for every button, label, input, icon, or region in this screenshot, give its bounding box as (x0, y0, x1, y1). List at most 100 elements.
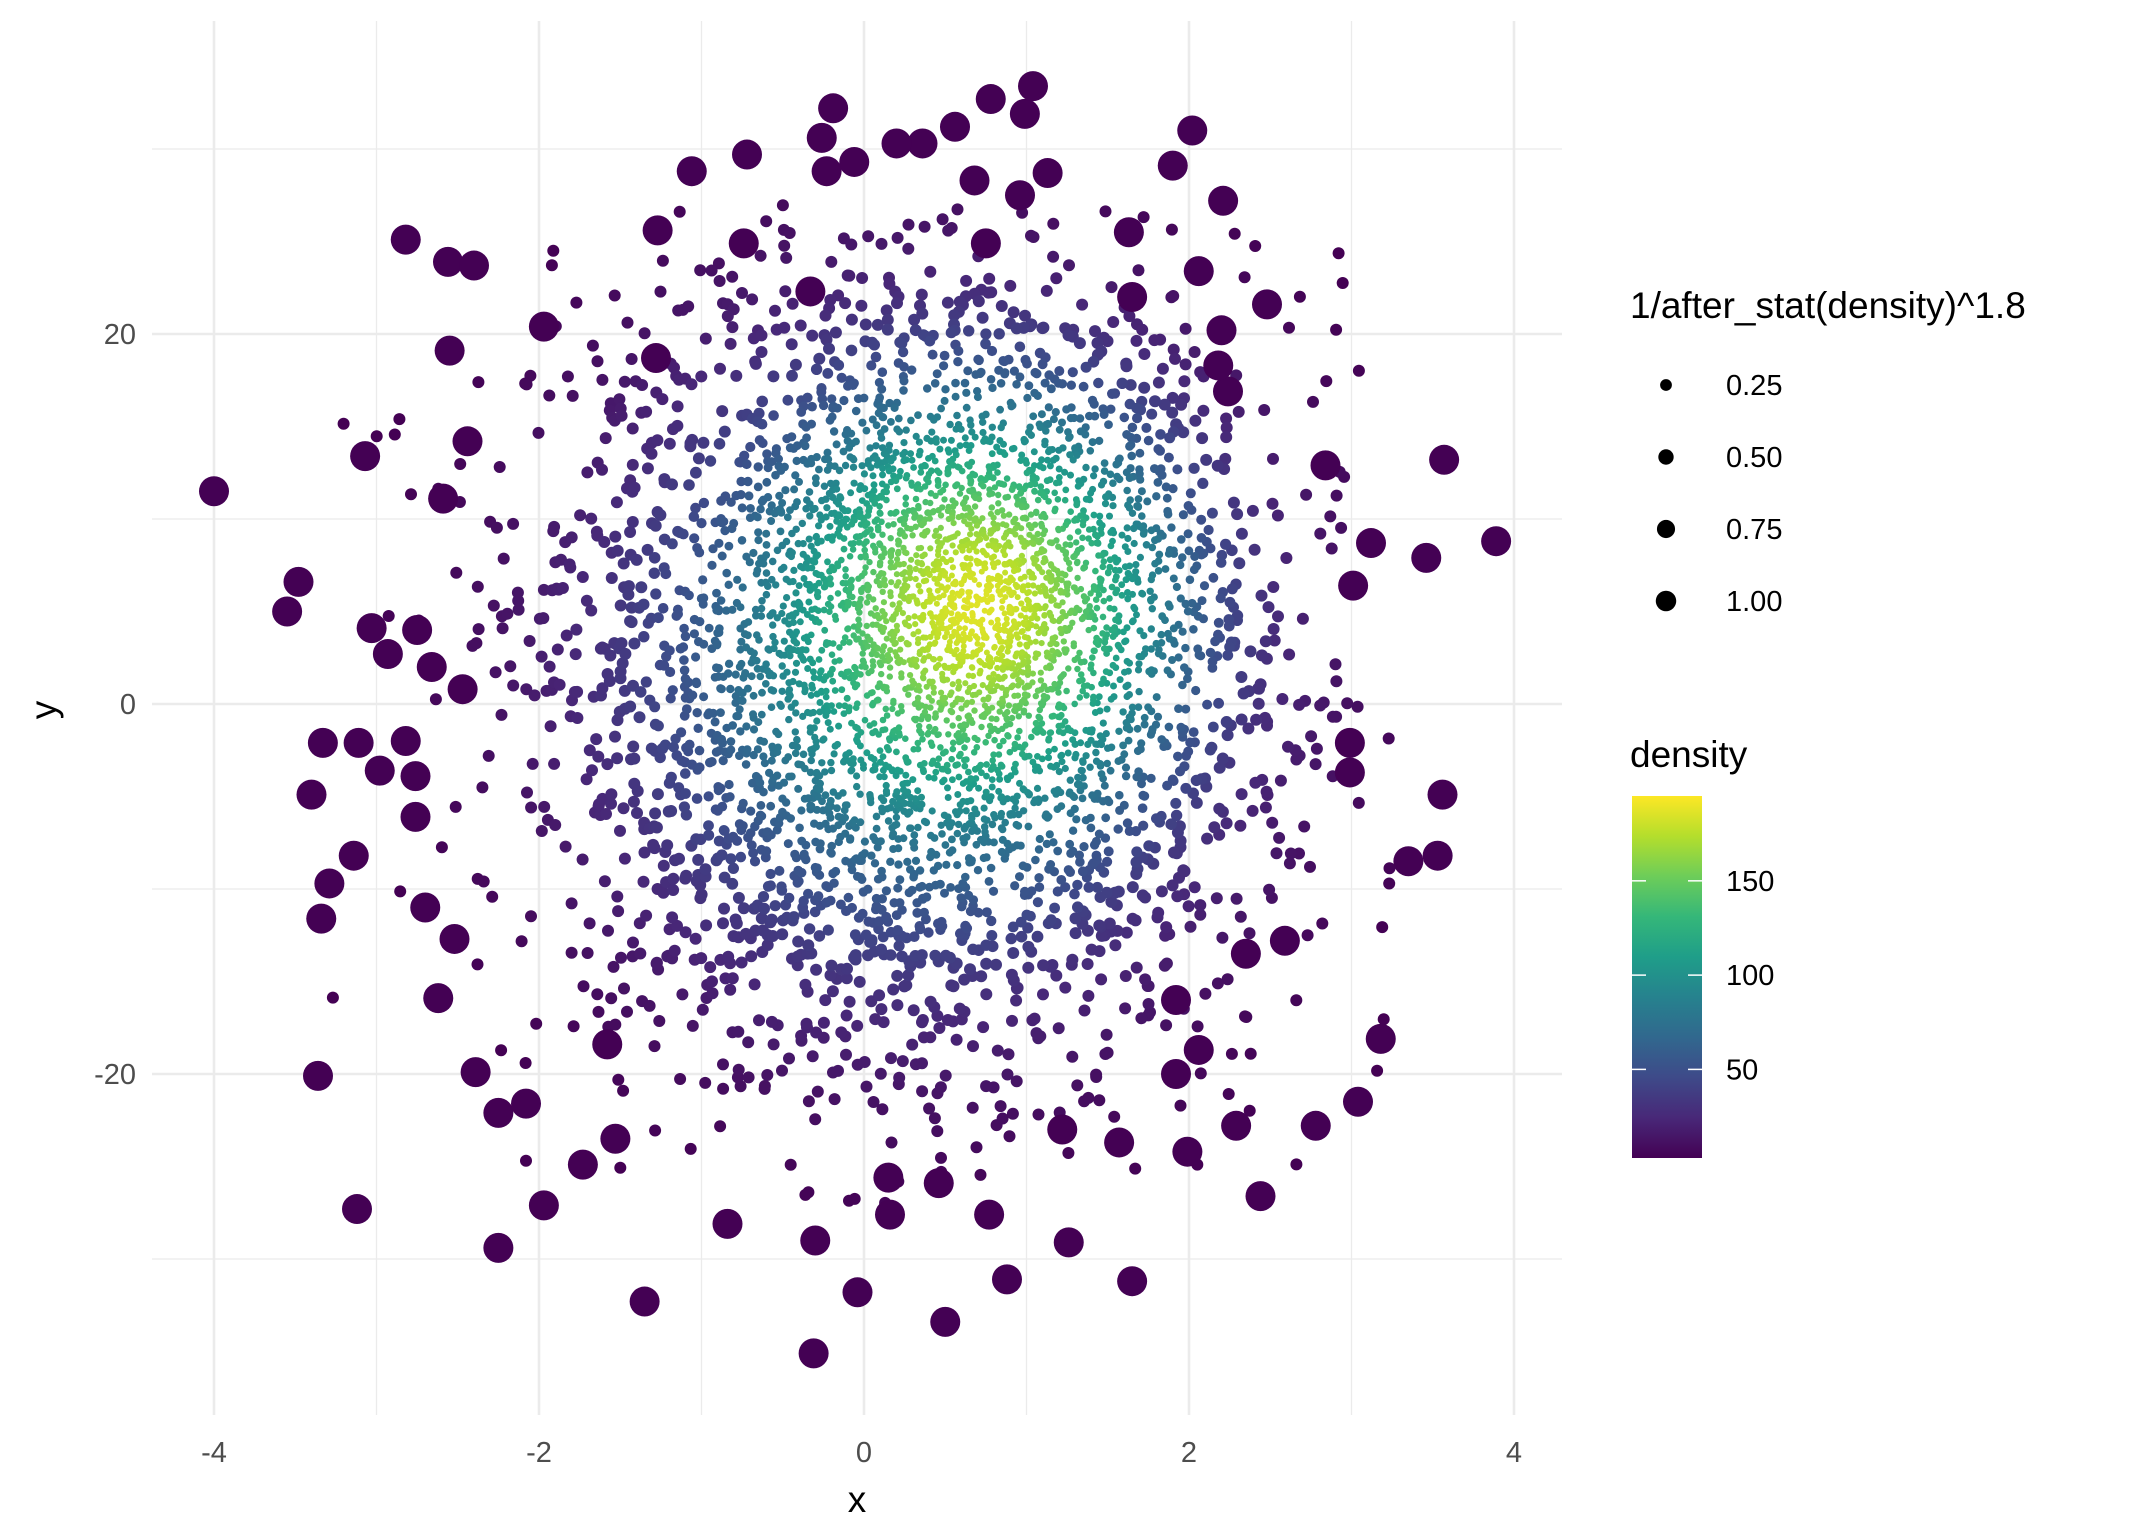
data-point (665, 771, 677, 783)
data-point (902, 771, 910, 779)
data-point (918, 521, 925, 529)
data-point (452, 426, 483, 457)
data-point (447, 674, 478, 705)
data-point (683, 677, 694, 688)
data-point (1231, 614, 1244, 626)
data-point (393, 413, 406, 426)
data-point (1018, 552, 1025, 560)
data-point (981, 702, 989, 709)
data-point (1108, 1110, 1121, 1123)
data-point (1092, 567, 1099, 575)
data-point (983, 552, 990, 559)
data-point (986, 438, 994, 446)
data-point (798, 1338, 829, 1369)
data-point (1018, 654, 1025, 661)
data-point (724, 580, 733, 589)
data-point (887, 418, 895, 426)
data-point (914, 411, 922, 419)
data-point (520, 1154, 532, 1167)
data-point (912, 495, 920, 503)
data-point (576, 571, 589, 583)
data-point (900, 439, 908, 447)
data-point (960, 565, 967, 572)
data-point (717, 684, 726, 694)
data-point (927, 847, 936, 856)
data-point (924, 995, 937, 1008)
data-point (963, 325, 975, 337)
data-point (1119, 741, 1127, 750)
data-point (868, 415, 877, 424)
data-point (627, 936, 639, 949)
data-point (990, 751, 997, 758)
data-point (796, 618, 804, 626)
data-point (1003, 615, 1010, 622)
data-point (1118, 591, 1126, 599)
data-point (525, 910, 537, 923)
data-point (1034, 550, 1041, 557)
data-point (745, 441, 756, 453)
data-point (1173, 751, 1183, 762)
data-point (926, 515, 933, 522)
data-point (738, 583, 747, 592)
data-point (889, 797, 897, 806)
data-point (296, 779, 327, 810)
data-point (1224, 596, 1236, 608)
data-point (769, 621, 777, 629)
data-point (849, 546, 857, 553)
data-point (753, 513, 762, 522)
data-point (1038, 720, 1046, 727)
data-point (1019, 587, 1026, 594)
data-point (1028, 733, 1035, 741)
data-point (1018, 628, 1025, 636)
data-point (1164, 722, 1174, 732)
data-point (1284, 847, 1297, 860)
data-point (1100, 558, 1108, 565)
data-point (940, 776, 948, 784)
data-point (1220, 716, 1233, 728)
data-point (917, 485, 924, 493)
data-point (876, 747, 884, 754)
data-point (791, 668, 800, 676)
data-point (816, 708, 824, 716)
data-point (859, 318, 872, 331)
data-point (1035, 584, 1042, 591)
data-point (954, 791, 962, 798)
data-point (749, 725, 759, 734)
data-point (1160, 921, 1173, 934)
data-point (314, 868, 345, 899)
data-point (1034, 845, 1044, 854)
data-point (1184, 546, 1194, 556)
data-point (812, 863, 822, 873)
data-point (762, 529, 771, 538)
data-point (922, 634, 929, 641)
data-point (818, 759, 826, 767)
data-point (895, 427, 904, 436)
data-point (780, 462, 789, 472)
data-point (1119, 970, 1132, 982)
data-point (1116, 377, 1128, 389)
data-point (992, 624, 999, 630)
data-point (883, 684, 890, 691)
data-point (1244, 645, 1257, 658)
data-point (1081, 958, 1094, 970)
data-point (902, 754, 910, 762)
data-point (875, 696, 882, 704)
data-point (970, 749, 978, 756)
data-point (1034, 530, 1042, 538)
data-point (1202, 699, 1213, 710)
data-point (762, 449, 772, 459)
data-point (1087, 661, 1095, 668)
data-point (1130, 603, 1138, 611)
data-point (720, 491, 731, 502)
data-point (1178, 553, 1187, 562)
data-point (738, 696, 747, 706)
data-point (823, 466, 832, 474)
data-point (556, 582, 569, 594)
data-point (1079, 687, 1086, 695)
data-point (1074, 773, 1082, 782)
data-point (872, 549, 879, 556)
data-point (801, 764, 809, 773)
data-point (1124, 826, 1135, 836)
data-point (1125, 504, 1134, 512)
data-point (1103, 846, 1114, 857)
